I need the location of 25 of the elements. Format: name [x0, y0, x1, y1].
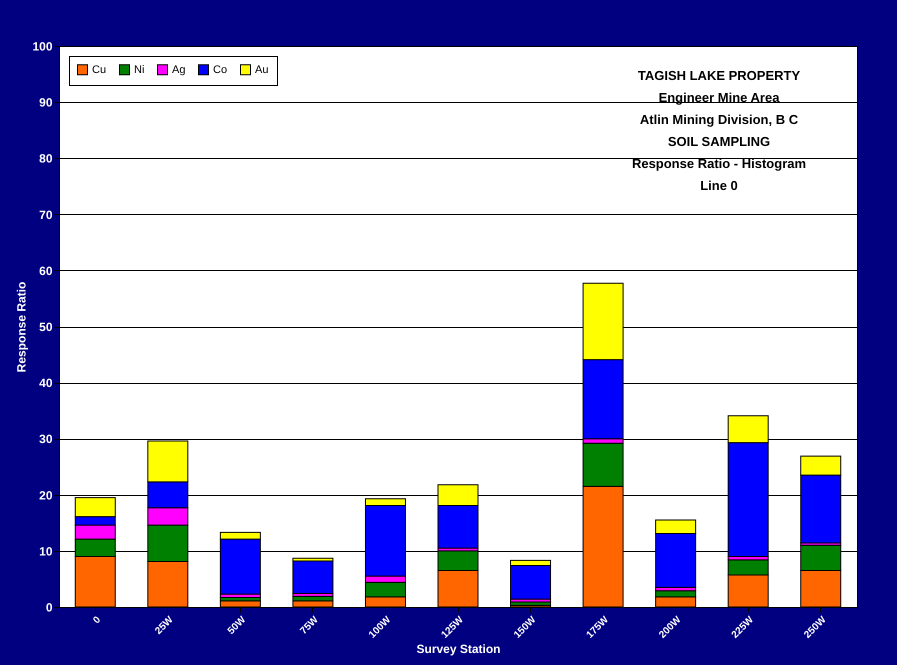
y-tick-label: 80: [39, 152, 53, 166]
annotation: TAGISH LAKE PROPERTY: [638, 68, 800, 83]
y-tick-label: 40: [39, 376, 53, 390]
y-tick-label: 0: [46, 600, 53, 614]
y-tick-label: 50: [39, 320, 53, 334]
x-axis-title: Survey Station: [416, 642, 501, 656]
legend-label: Au: [255, 64, 268, 76]
legend-label: Ag: [172, 64, 186, 76]
x-tick-label: 0: [91, 614, 104, 626]
y-tick-label: 10: [39, 544, 53, 558]
annotation: SOIL SAMPLING: [668, 134, 770, 149]
y-tick-label: 60: [39, 264, 53, 278]
annotation: Line 0: [700, 178, 738, 193]
annotation: Atlin Mining Division, B C: [640, 112, 799, 127]
legend-label: Ni: [134, 64, 144, 76]
legend-label: Co: [213, 64, 228, 76]
legend-label: Cu: [92, 64, 106, 76]
annotation: Engineer Mine Area: [658, 90, 780, 105]
y-axis-title: Response Ratio: [14, 282, 28, 372]
y-tick-label: 100: [32, 40, 53, 54]
y-tick-label: 20: [39, 488, 53, 502]
y-tick-label: 70: [39, 208, 53, 222]
annotation: Response Ratio - Histogram: [632, 156, 806, 171]
y-tick-label: 30: [39, 432, 53, 446]
y-tick-label: 90: [39, 96, 53, 110]
